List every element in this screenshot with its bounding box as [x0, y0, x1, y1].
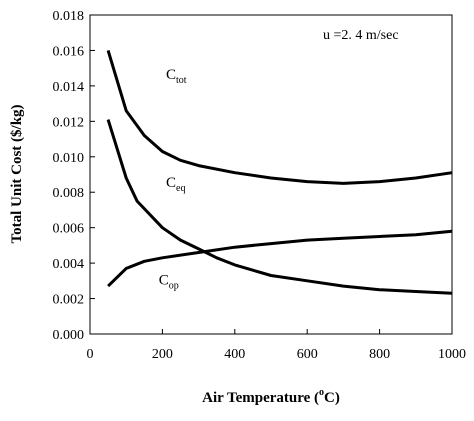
series-label-tot: Ctot	[166, 67, 187, 86]
x-tick-label: 800	[369, 347, 390, 362]
y-tick-label: 0.018	[53, 9, 85, 24]
y-axis-ticks: 0.000 0.002 0.004 0.006 0.008 0.010 0.012 0.014…	[53, 9, 95, 343]
series-label-sub: tot	[176, 75, 187, 86]
x-tick-label: 600	[297, 347, 318, 362]
series-label-main: C	[166, 67, 176, 83]
series-label-main: C	[166, 175, 176, 191]
series-label-sub: eq	[176, 183, 185, 194]
x-axis-title-sup: o	[319, 387, 324, 398]
x-tick-label: 200	[152, 347, 173, 362]
y-tick-label: 0.014	[53, 80, 85, 95]
series-label-main: C	[159, 272, 169, 288]
annotation: u =2. 4 m/sec	[323, 28, 399, 43]
x-tick-label: 0	[87, 347, 94, 362]
y-tick-label: 0.002	[53, 293, 85, 308]
x-axis-ticks: 0 200 400 600 800 1000	[87, 329, 466, 362]
y-tick-label: 0.010	[53, 151, 85, 166]
x-axis-title: Air Temperature (oC)	[202, 387, 340, 406]
y-tick-label: 0.000	[53, 328, 85, 343]
series-label-sub: op	[169, 280, 179, 291]
x-tick-label: 400	[224, 347, 245, 362]
series-line-op	[107, 229, 453, 288]
series-lines	[106, 49, 453, 295]
y-axis-title: Total Unit Cost ($/kg)	[9, 104, 25, 243]
x-axis-title-end: C)	[324, 390, 340, 406]
y-tick-label: 0.008	[53, 186, 85, 201]
series-line-tot	[106, 49, 453, 185]
series-label-eq: Ceq	[166, 175, 185, 194]
series-line-eq	[106, 119, 453, 295]
plot-frame	[89, 14, 453, 335]
y-tick-label: 0.016	[53, 44, 85, 59]
x-tick-label: 1000	[438, 347, 466, 362]
y-tick-label: 0.004	[53, 257, 85, 272]
x-axis-title-main: Air Temperature (	[202, 390, 319, 406]
y-tick-label: 0.012	[53, 115, 85, 130]
y-tick-label: 0.006	[53, 222, 85, 237]
series-label-op: Cop	[159, 272, 179, 291]
